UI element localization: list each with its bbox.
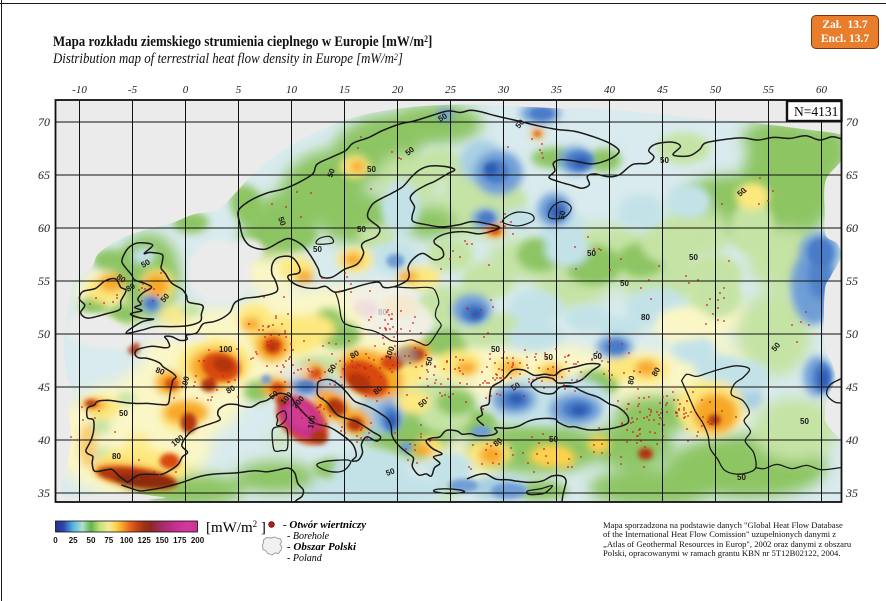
svg-text:125: 125 [138, 536, 152, 545]
svg-text:60: 60 [38, 221, 50, 235]
svg-text:25: 25 [69, 536, 78, 545]
svg-text:50: 50 [491, 345, 500, 354]
svg-text:10: 10 [286, 84, 298, 96]
svg-text:- Otwór wiertniczy: - Otwór wiertniczy [283, 519, 366, 531]
svg-text:35: 35 [37, 486, 50, 500]
svg-text:80: 80 [378, 308, 387, 317]
svg-text:50: 50 [38, 327, 50, 341]
svg-text:60: 60 [846, 221, 858, 235]
svg-text:55: 55 [846, 274, 858, 288]
svg-text:80: 80 [641, 313, 650, 322]
svg-text:65: 65 [38, 168, 50, 182]
svg-text:50: 50 [544, 353, 553, 362]
svg-text:70: 70 [38, 115, 50, 129]
svg-text:50: 50 [593, 352, 602, 361]
svg-text:75: 75 [104, 536, 113, 545]
svg-text:50: 50 [660, 156, 669, 165]
svg-text:100: 100 [120, 536, 134, 545]
svg-text:40: 40 [846, 433, 858, 447]
svg-text:35: 35 [550, 84, 563, 96]
svg-text:45: 45 [657, 84, 669, 96]
svg-text:- Poland: - Poland [287, 553, 323, 564]
svg-text:70: 70 [846, 115, 858, 129]
svg-text:100: 100 [306, 414, 317, 429]
svg-text:80: 80 [626, 374, 637, 385]
svg-text:[mW/m2 ]: [mW/m2 ] [206, 519, 266, 536]
svg-text:50: 50 [276, 216, 288, 228]
svg-text:50: 50 [710, 84, 722, 96]
svg-text:50: 50 [587, 249, 596, 258]
svg-text:5: 5 [236, 84, 242, 96]
svg-text:50: 50 [367, 165, 376, 174]
svg-text:20: 20 [392, 84, 404, 96]
svg-text:100: 100 [219, 345, 233, 354]
svg-text:45: 45 [38, 380, 50, 394]
svg-text:50: 50 [385, 466, 397, 478]
svg-text:50: 50 [313, 245, 322, 254]
svg-text:175: 175 [173, 536, 187, 545]
svg-text:100: 100 [179, 375, 191, 391]
svg-text:-10: -10 [72, 84, 87, 96]
svg-text:50: 50 [800, 417, 809, 426]
svg-text:50: 50 [846, 327, 858, 341]
svg-text:50: 50 [424, 355, 435, 366]
svg-text:40: 40 [604, 84, 616, 96]
svg-text:40: 40 [38, 433, 50, 447]
svg-text:30: 30 [497, 84, 510, 96]
svg-text:55: 55 [763, 84, 775, 96]
svg-text:50: 50 [557, 209, 568, 220]
svg-text:- Borehole: - Borehole [287, 531, 330, 542]
svg-text:50: 50 [119, 409, 128, 418]
svg-text:50: 50 [357, 225, 366, 234]
svg-text:- Obszar Polski: - Obszar Polski [287, 541, 357, 553]
svg-text:50: 50 [737, 473, 746, 482]
svg-text:50: 50 [87, 536, 96, 545]
svg-text:50: 50 [549, 435, 558, 444]
svg-text:15: 15 [339, 84, 351, 96]
svg-text:50: 50 [620, 279, 629, 288]
svg-text:55: 55 [38, 274, 50, 288]
svg-text:N=4131: N=4131 [794, 104, 838, 119]
svg-text:50: 50 [689, 253, 698, 262]
svg-text:35: 35 [845, 486, 858, 500]
svg-text:200: 200 [191, 536, 205, 545]
svg-text:65: 65 [846, 168, 858, 182]
svg-text:-5: -5 [128, 84, 138, 96]
svg-text:60: 60 [816, 84, 828, 96]
svg-text:80: 80 [112, 452, 121, 461]
svg-text:0: 0 [183, 84, 189, 96]
svg-text:45: 45 [846, 380, 858, 394]
svg-text:25: 25 [445, 84, 457, 96]
svg-text:150: 150 [155, 536, 169, 545]
svg-text:100: 100 [383, 345, 396, 361]
svg-text:50: 50 [325, 167, 337, 179]
svg-text:80: 80 [154, 365, 166, 377]
svg-text:0: 0 [53, 536, 58, 545]
